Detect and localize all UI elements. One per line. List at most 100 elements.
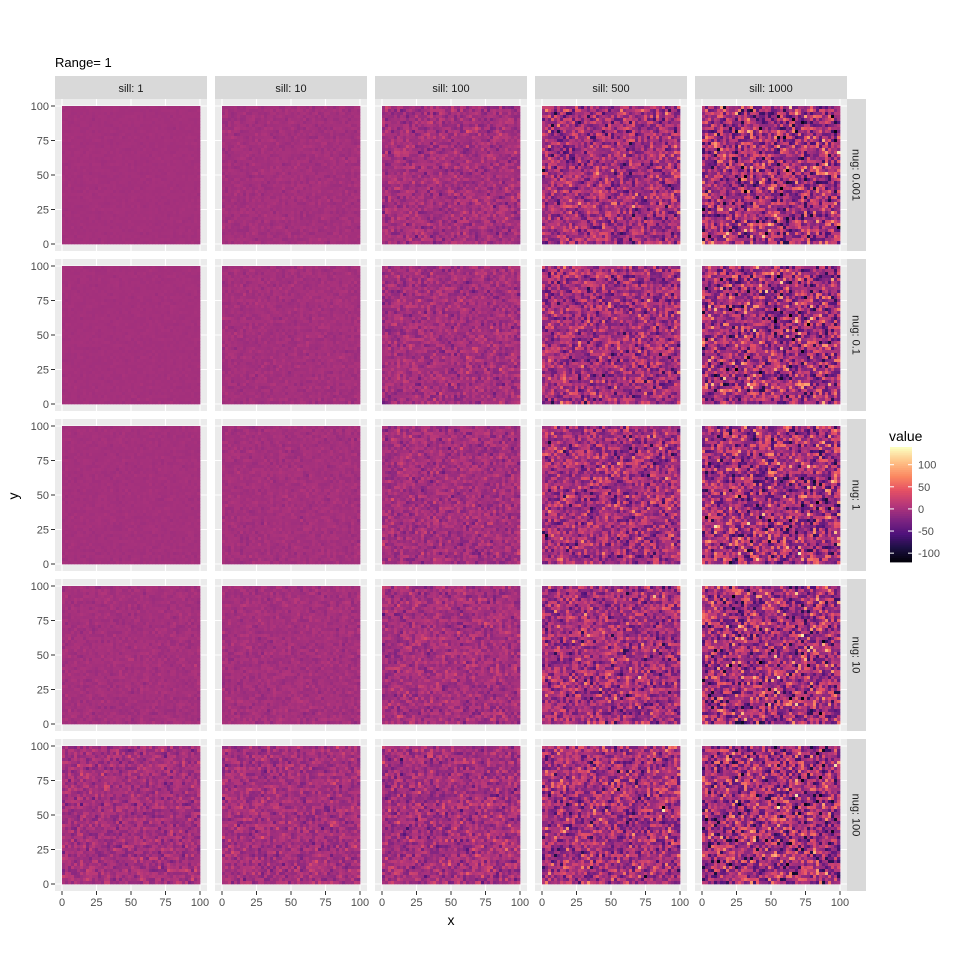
heatmap-cell bbox=[104, 133, 107, 136]
heatmap-cell bbox=[179, 166, 182, 169]
heatmap-cell bbox=[164, 217, 167, 220]
heatmap-cell bbox=[119, 235, 122, 238]
heatmap-cell bbox=[140, 217, 143, 220]
heatmap-cell bbox=[333, 157, 336, 160]
heatmap-cell bbox=[146, 169, 149, 172]
heatmap-cell bbox=[306, 115, 309, 118]
heatmap-cell bbox=[191, 220, 194, 223]
heatmap-cell bbox=[98, 241, 101, 244]
heatmap-cell bbox=[167, 199, 170, 202]
heatmap-cell bbox=[330, 127, 333, 130]
heatmap-cell bbox=[339, 109, 342, 112]
heatmap-cell bbox=[104, 175, 107, 178]
heatmap-cell bbox=[140, 106, 143, 109]
heatmap-cell bbox=[225, 127, 228, 130]
heatmap-cell bbox=[300, 109, 303, 112]
heatmap-cell bbox=[107, 199, 110, 202]
heatmap-cell bbox=[225, 115, 228, 118]
heatmap-cell bbox=[348, 118, 351, 121]
heatmap-cell bbox=[240, 124, 243, 127]
heatmap-cell bbox=[324, 115, 327, 118]
heatmap-cell bbox=[77, 232, 80, 235]
heatmap-cell bbox=[86, 196, 89, 199]
heatmap-cell bbox=[62, 169, 65, 172]
heatmap-cell bbox=[104, 142, 107, 145]
heatmap-cell bbox=[246, 127, 249, 130]
heatmap-cell bbox=[146, 154, 149, 157]
heatmap-cell bbox=[128, 145, 131, 148]
heatmap-cell bbox=[62, 148, 65, 151]
heatmap-cell bbox=[243, 142, 246, 145]
heatmap-cell bbox=[113, 124, 116, 127]
heatmap-cell bbox=[131, 205, 134, 208]
heatmap-cell bbox=[125, 184, 128, 187]
heatmap-cell bbox=[92, 184, 95, 187]
heatmap-cell bbox=[140, 169, 143, 172]
heatmap-cell bbox=[294, 109, 297, 112]
heatmap-cell bbox=[137, 106, 140, 109]
heatmap-cell bbox=[116, 142, 119, 145]
heatmap-cell bbox=[188, 142, 191, 145]
heatmap-cell bbox=[92, 142, 95, 145]
heatmap-cell bbox=[267, 160, 270, 163]
heatmap-cell bbox=[167, 154, 170, 157]
heatmap-cell bbox=[77, 157, 80, 160]
heatmap-cell bbox=[80, 223, 83, 226]
heatmap-cell bbox=[86, 202, 89, 205]
heatmap-cell bbox=[161, 187, 164, 190]
heatmap-cell bbox=[119, 106, 122, 109]
heatmap-cell bbox=[315, 139, 318, 142]
heatmap-cell bbox=[65, 190, 68, 193]
heatmap-cell bbox=[116, 136, 119, 139]
heatmap-cell bbox=[161, 154, 164, 157]
heatmap-cell bbox=[179, 184, 182, 187]
heatmap-cell bbox=[167, 139, 170, 142]
heatmap-cell bbox=[176, 184, 179, 187]
heatmap-cell bbox=[188, 124, 191, 127]
heatmap-cell bbox=[113, 211, 116, 214]
heatmap-cell bbox=[140, 172, 143, 175]
heatmap-cell bbox=[77, 148, 80, 151]
heatmap-cell bbox=[110, 229, 113, 232]
heatmap-cell bbox=[197, 112, 200, 115]
heatmap-cell bbox=[291, 115, 294, 118]
heatmap-cell bbox=[62, 172, 65, 175]
heatmap-cell bbox=[357, 136, 360, 139]
heatmap-cell bbox=[264, 154, 267, 157]
heatmap-cell bbox=[116, 202, 119, 205]
heatmap-cell bbox=[273, 106, 276, 109]
heatmap-cell bbox=[71, 142, 74, 145]
heatmap-cell bbox=[161, 235, 164, 238]
heatmap-cell bbox=[65, 232, 68, 235]
heatmap-cell bbox=[119, 187, 122, 190]
heatmap-cell bbox=[68, 157, 71, 160]
heatmap-cell bbox=[122, 133, 125, 136]
heatmap-cell bbox=[131, 226, 134, 229]
heatmap-cell bbox=[65, 169, 68, 172]
heatmap-cell bbox=[273, 124, 276, 127]
heatmap-cell bbox=[182, 160, 185, 163]
heatmap-cell bbox=[306, 139, 309, 142]
heatmap-cell bbox=[98, 199, 101, 202]
heatmap-cell bbox=[231, 157, 234, 160]
heatmap-cell bbox=[92, 175, 95, 178]
heatmap-cell bbox=[167, 124, 170, 127]
heatmap-cell bbox=[116, 199, 119, 202]
heatmap-cell bbox=[288, 109, 291, 112]
heatmap-cell bbox=[146, 184, 149, 187]
heatmap-cell bbox=[68, 193, 71, 196]
heatmap-cell bbox=[143, 226, 146, 229]
heatmap-cell bbox=[92, 241, 95, 244]
heatmap-cell bbox=[240, 163, 243, 166]
heatmap-cell bbox=[137, 121, 140, 124]
heatmap-cell bbox=[225, 163, 228, 166]
heatmap-cell bbox=[155, 145, 158, 148]
heatmap-cell bbox=[65, 163, 68, 166]
heatmap-cell bbox=[161, 241, 164, 244]
heatmap-cell bbox=[179, 220, 182, 223]
heatmap-cell bbox=[194, 154, 197, 157]
heatmap-cell bbox=[330, 130, 333, 133]
heatmap-cell bbox=[146, 229, 149, 232]
heatmap-cell bbox=[122, 106, 125, 109]
heatmap-cell bbox=[167, 214, 170, 217]
